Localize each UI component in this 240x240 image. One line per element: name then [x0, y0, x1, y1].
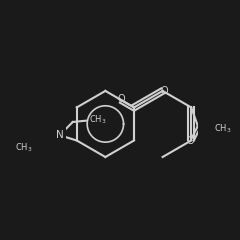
Text: CH$_3$: CH$_3$ [15, 142, 32, 154]
Text: O: O [160, 86, 168, 96]
Text: O: O [117, 94, 125, 104]
Text: CH$_3$: CH$_3$ [89, 114, 107, 126]
Text: CH$_3$: CH$_3$ [214, 122, 232, 135]
Text: O: O [186, 136, 194, 146]
Text: N: N [56, 130, 63, 140]
